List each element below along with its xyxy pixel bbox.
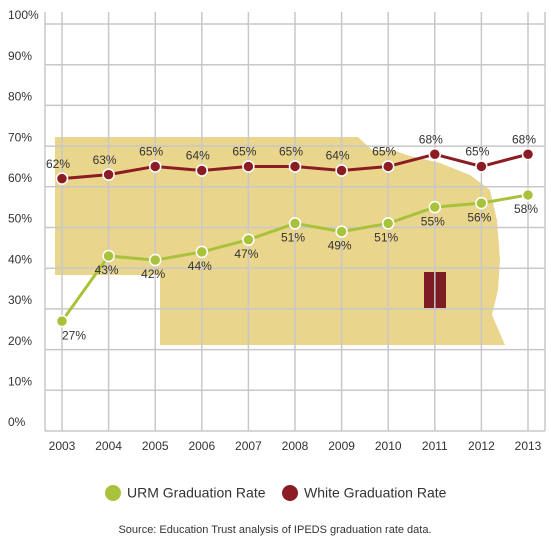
- point: [521, 188, 535, 202]
- x-tick-label: 2004: [95, 439, 122, 453]
- data-label: 62%: [46, 157, 70, 171]
- source-note: Source: Education Trust analysis of IPED…: [118, 524, 431, 536]
- point: [475, 160, 488, 173]
- point: [335, 164, 348, 177]
- data-label: 51%: [281, 231, 305, 245]
- point: [428, 147, 442, 161]
- point: [475, 196, 488, 210]
- data-label: 51%: [374, 231, 398, 245]
- point: [521, 147, 535, 161]
- point: [55, 314, 69, 328]
- x-tick-label: 2011: [422, 439, 448, 453]
- data-label: 65%: [139, 145, 163, 159]
- legend-label: URM Graduation Rate: [127, 485, 266, 501]
- legend-swatch: [105, 485, 121, 501]
- data-label: 47%: [234, 247, 258, 261]
- data-label: 64%: [326, 149, 350, 163]
- data-label: 64%: [186, 149, 210, 163]
- data-label: 63%: [93, 153, 117, 167]
- point: [148, 160, 162, 173]
- data-label: 56%: [467, 210, 491, 224]
- map-shape: [55, 137, 505, 345]
- data-label: 27%: [62, 328, 86, 342]
- point: [381, 217, 395, 230]
- data-label: 58%: [514, 202, 538, 216]
- point: [102, 249, 115, 263]
- y-tick-label: 100%: [8, 8, 39, 22]
- data-label: 65%: [232, 145, 256, 159]
- legend-swatch: [282, 485, 298, 501]
- data-label: 44%: [188, 259, 212, 273]
- y-tick-label: 20%: [8, 334, 32, 348]
- x-tick-label: 2012: [468, 439, 495, 453]
- y-tick-label: 70%: [8, 130, 32, 144]
- point: [335, 225, 348, 238]
- point: [55, 172, 69, 185]
- point: [148, 253, 162, 267]
- data-label: 68%: [512, 132, 536, 146]
- x-tick-label: 2010: [375, 439, 402, 453]
- point: [195, 164, 209, 177]
- y-tick-label: 40%: [8, 252, 32, 266]
- data-label: 55%: [421, 214, 445, 228]
- y-tick-label: 80%: [8, 90, 32, 104]
- y-tick-label: 10%: [8, 374, 32, 388]
- data-label: 65%: [465, 145, 489, 159]
- x-tick-label: 2003: [49, 439, 76, 453]
- x-tick-label: 2009: [328, 439, 355, 453]
- point: [242, 160, 255, 173]
- data-label: 43%: [95, 263, 119, 277]
- y-tick-label: 50%: [8, 212, 32, 226]
- x-tick-label: 2008: [282, 439, 309, 453]
- y-tick-label: 0%: [8, 415, 26, 429]
- data-label: 65%: [372, 145, 396, 159]
- point: [288, 160, 302, 173]
- data-label: 42%: [141, 267, 165, 281]
- x-tick-label: 2006: [188, 439, 215, 453]
- y-tick-label: 30%: [8, 293, 32, 307]
- x-tick-label: 2005: [142, 439, 169, 453]
- point: [242, 233, 255, 246]
- point: [381, 160, 395, 173]
- y-tick-label: 60%: [8, 171, 32, 185]
- data-label: 68%: [419, 132, 443, 146]
- data-label: 49%: [328, 239, 352, 253]
- legend-label: White Graduation Rate: [304, 485, 447, 501]
- point: [428, 200, 442, 214]
- point: [102, 168, 115, 181]
- data-label: 65%: [279, 145, 303, 159]
- point: [195, 245, 209, 259]
- x-tick-label: 2013: [515, 439, 542, 453]
- point: [288, 217, 302, 230]
- y-tick-label: 90%: [8, 49, 32, 63]
- x-tick-label: 2007: [235, 439, 262, 453]
